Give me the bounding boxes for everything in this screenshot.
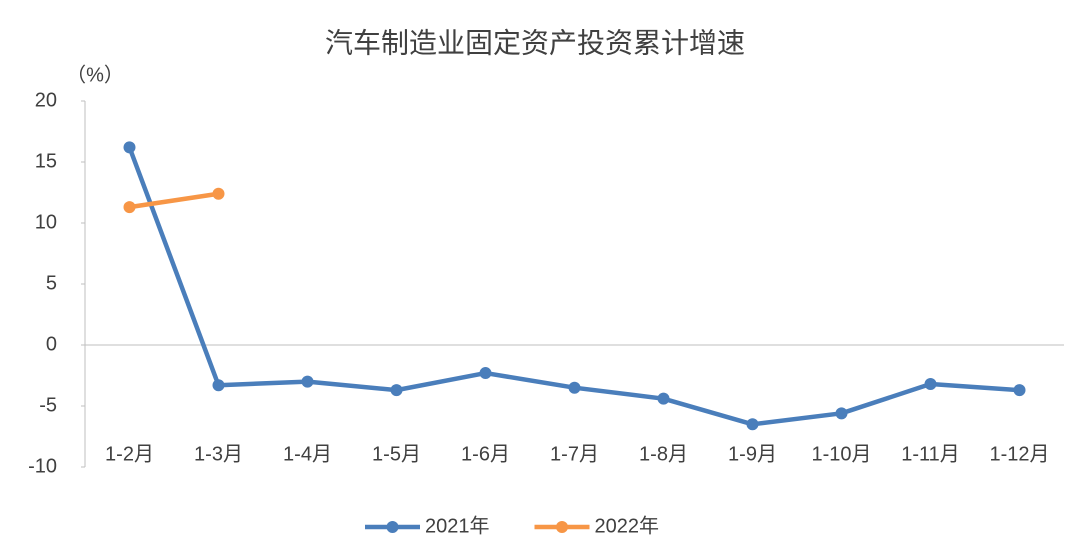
x-tick-label: 1-4月 <box>283 443 332 465</box>
point <box>301 375 314 388</box>
point <box>212 379 225 392</box>
x-tick-label: 1-7月 <box>550 443 599 465</box>
y-tick-label: 15 <box>35 150 57 172</box>
point <box>212 187 225 200</box>
x-tick-label: 1-3月 <box>194 443 243 465</box>
x-tick-label: 1-5月 <box>372 443 421 465</box>
series-line <box>129 191 219 210</box>
point <box>924 378 937 391</box>
x-tick-label: 1-8月 <box>639 443 688 465</box>
point <box>568 381 581 394</box>
y-tick-label: 5 <box>46 272 57 294</box>
y-tick-label: 0 <box>46 333 57 355</box>
point <box>1013 384 1026 397</box>
y-tick-label: 20 <box>35 89 57 111</box>
point <box>123 141 136 154</box>
x-tick-label: 1-12月 <box>989 443 1049 465</box>
x-tick-label: 1-9月 <box>728 443 777 465</box>
legend-label: 2022年 <box>595 514 660 537</box>
x-tick-label: 1-6月 <box>461 443 510 465</box>
unit-label: （%） <box>66 63 124 86</box>
x-tick-label: 1-10月 <box>811 443 871 465</box>
x-tick-label: 1-11月 <box>901 443 960 465</box>
legend-label: 2021年 <box>425 514 490 537</box>
point <box>390 384 403 397</box>
point <box>835 407 848 420</box>
y-tick-label: -10 <box>28 455 57 477</box>
y-tick-label: 10 <box>35 211 57 233</box>
point <box>657 392 670 405</box>
chart-title: 汽车制造业固定资产投资累计增速 <box>325 27 745 58</box>
point <box>479 367 492 380</box>
legend-marker <box>556 521 568 533</box>
point <box>123 201 136 214</box>
point <box>746 418 759 431</box>
legend-marker <box>386 521 399 533</box>
y-tick-label: -5 <box>39 394 57 416</box>
x-tick-label: 1-2月 <box>105 443 154 465</box>
